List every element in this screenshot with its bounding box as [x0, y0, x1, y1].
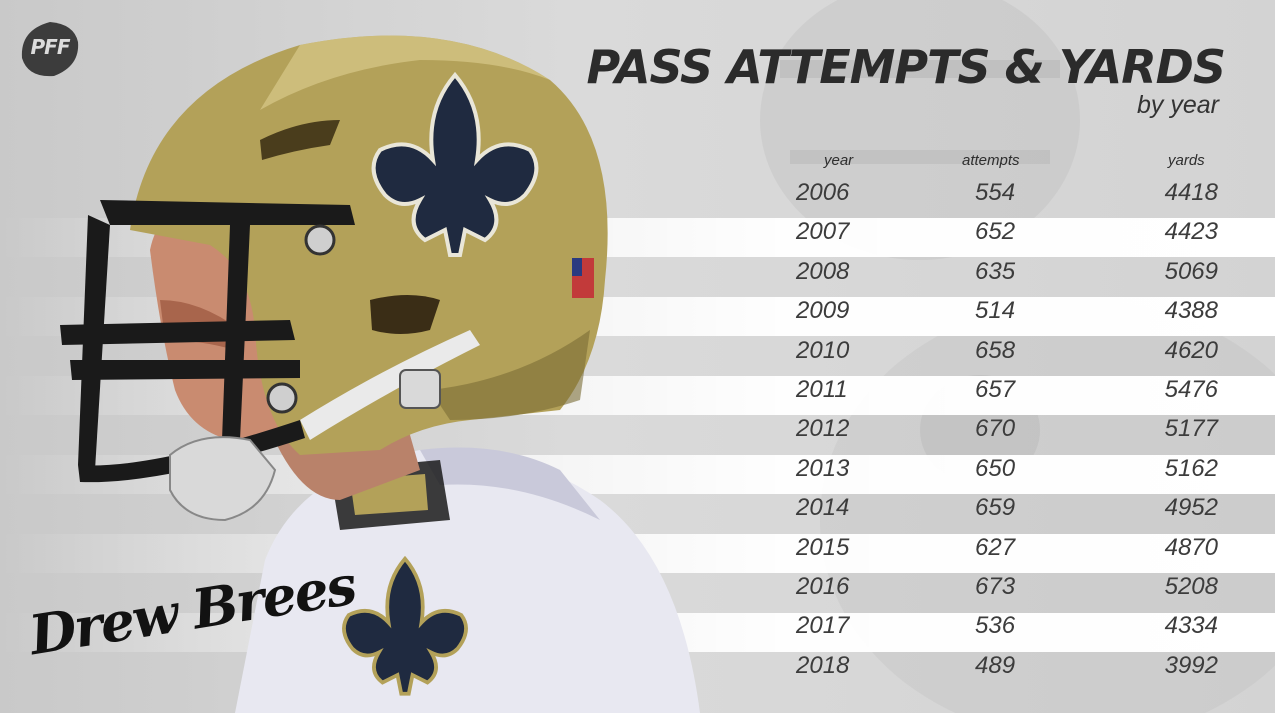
cell-attempts: 650	[975, 454, 1016, 482]
cell-attempts: 514	[975, 297, 1016, 325]
column-header-yards: yards	[1168, 152, 1205, 169]
cell-attempts: 657	[975, 376, 1016, 403]
cell-year: 2009	[796, 297, 850, 325]
cell-yards: 4423	[1164, 218, 1218, 246]
cell-attempts: 627	[975, 533, 1016, 561]
table-row: 2006 554 4418	[780, 179, 1260, 218]
cell-yards: 4388	[1164, 297, 1218, 325]
table-row: 2017 536 4334	[780, 612, 1260, 651]
cell-attempts: 673	[975, 573, 1016, 600]
cell-attempts: 659	[975, 494, 1016, 522]
cell-yards: 4620	[1164, 336, 1218, 364]
table-row: 2014 659 4952	[780, 494, 1260, 533]
cell-yards: 5177	[1164, 415, 1218, 443]
chart-title: PASS ATTEMPTS & YARDS	[586, 40, 1226, 94]
table-row: 2010 658 4620	[780, 337, 1260, 376]
cell-attempts: 489	[975, 651, 1016, 679]
player-illustration	[60, 35, 700, 713]
cell-yards: 5069	[1164, 257, 1218, 285]
cell-attempts: 635	[975, 257, 1016, 285]
jersey-fleur-de-lis-icon	[342, 555, 468, 696]
table-row: 2007 652 4423	[780, 218, 1260, 257]
table-row: 2015 627 4870	[780, 534, 1260, 573]
cell-attempts: 554	[975, 179, 1016, 206]
cell-yards: 4418	[1164, 179, 1218, 206]
cell-attempts: 658	[975, 336, 1016, 364]
cell-year: 2012	[796, 415, 850, 443]
cell-year: 2014	[796, 494, 850, 522]
cell-year: 2010	[796, 336, 850, 364]
cell-yards: 5208	[1164, 573, 1218, 600]
table-row: 2013 650 5162	[780, 455, 1260, 494]
pff-logo-text: PFF	[30, 35, 71, 59]
pff-logo-icon	[21, 22, 79, 77]
cell-yards: 3992	[1164, 651, 1218, 679]
cell-yards: 4870	[1164, 533, 1218, 561]
cell-yards: 4334	[1164, 612, 1218, 640]
table-row: 2016 673 5208	[780, 573, 1260, 612]
column-header-attempts: attempts	[962, 152, 1020, 169]
cell-yards: 4952	[1164, 494, 1218, 522]
cell-attempts: 652	[975, 218, 1016, 246]
table-row: 2018 489 3992	[780, 652, 1260, 691]
cell-year: 2018	[796, 651, 850, 679]
table-row: 2008 635 5069	[780, 258, 1260, 297]
cell-attempts: 536	[975, 612, 1016, 640]
cell-yards: 5162	[1164, 454, 1218, 482]
cell-year: 2015	[796, 533, 850, 561]
table-row: 2009 514 4388	[780, 297, 1260, 336]
cell-year: 2008	[796, 257, 850, 285]
fleur-de-lis-icon	[371, 71, 539, 257]
cell-attempts: 670	[975, 415, 1016, 443]
chart-subtitle: by year	[1137, 91, 1219, 119]
cell-year: 2007	[796, 218, 850, 246]
cell-year: 2013	[796, 454, 850, 482]
table-row: 2011 657 5476	[780, 376, 1260, 415]
cell-yards: 5476	[1164, 376, 1218, 403]
cell-year: 2017	[796, 612, 850, 640]
cell-year: 2006	[796, 179, 850, 206]
cell-year: 2011	[796, 376, 848, 403]
table-row: 2012 670 5177	[780, 415, 1260, 454]
cell-year: 2016	[796, 573, 850, 600]
column-header-year: year	[824, 152, 854, 169]
